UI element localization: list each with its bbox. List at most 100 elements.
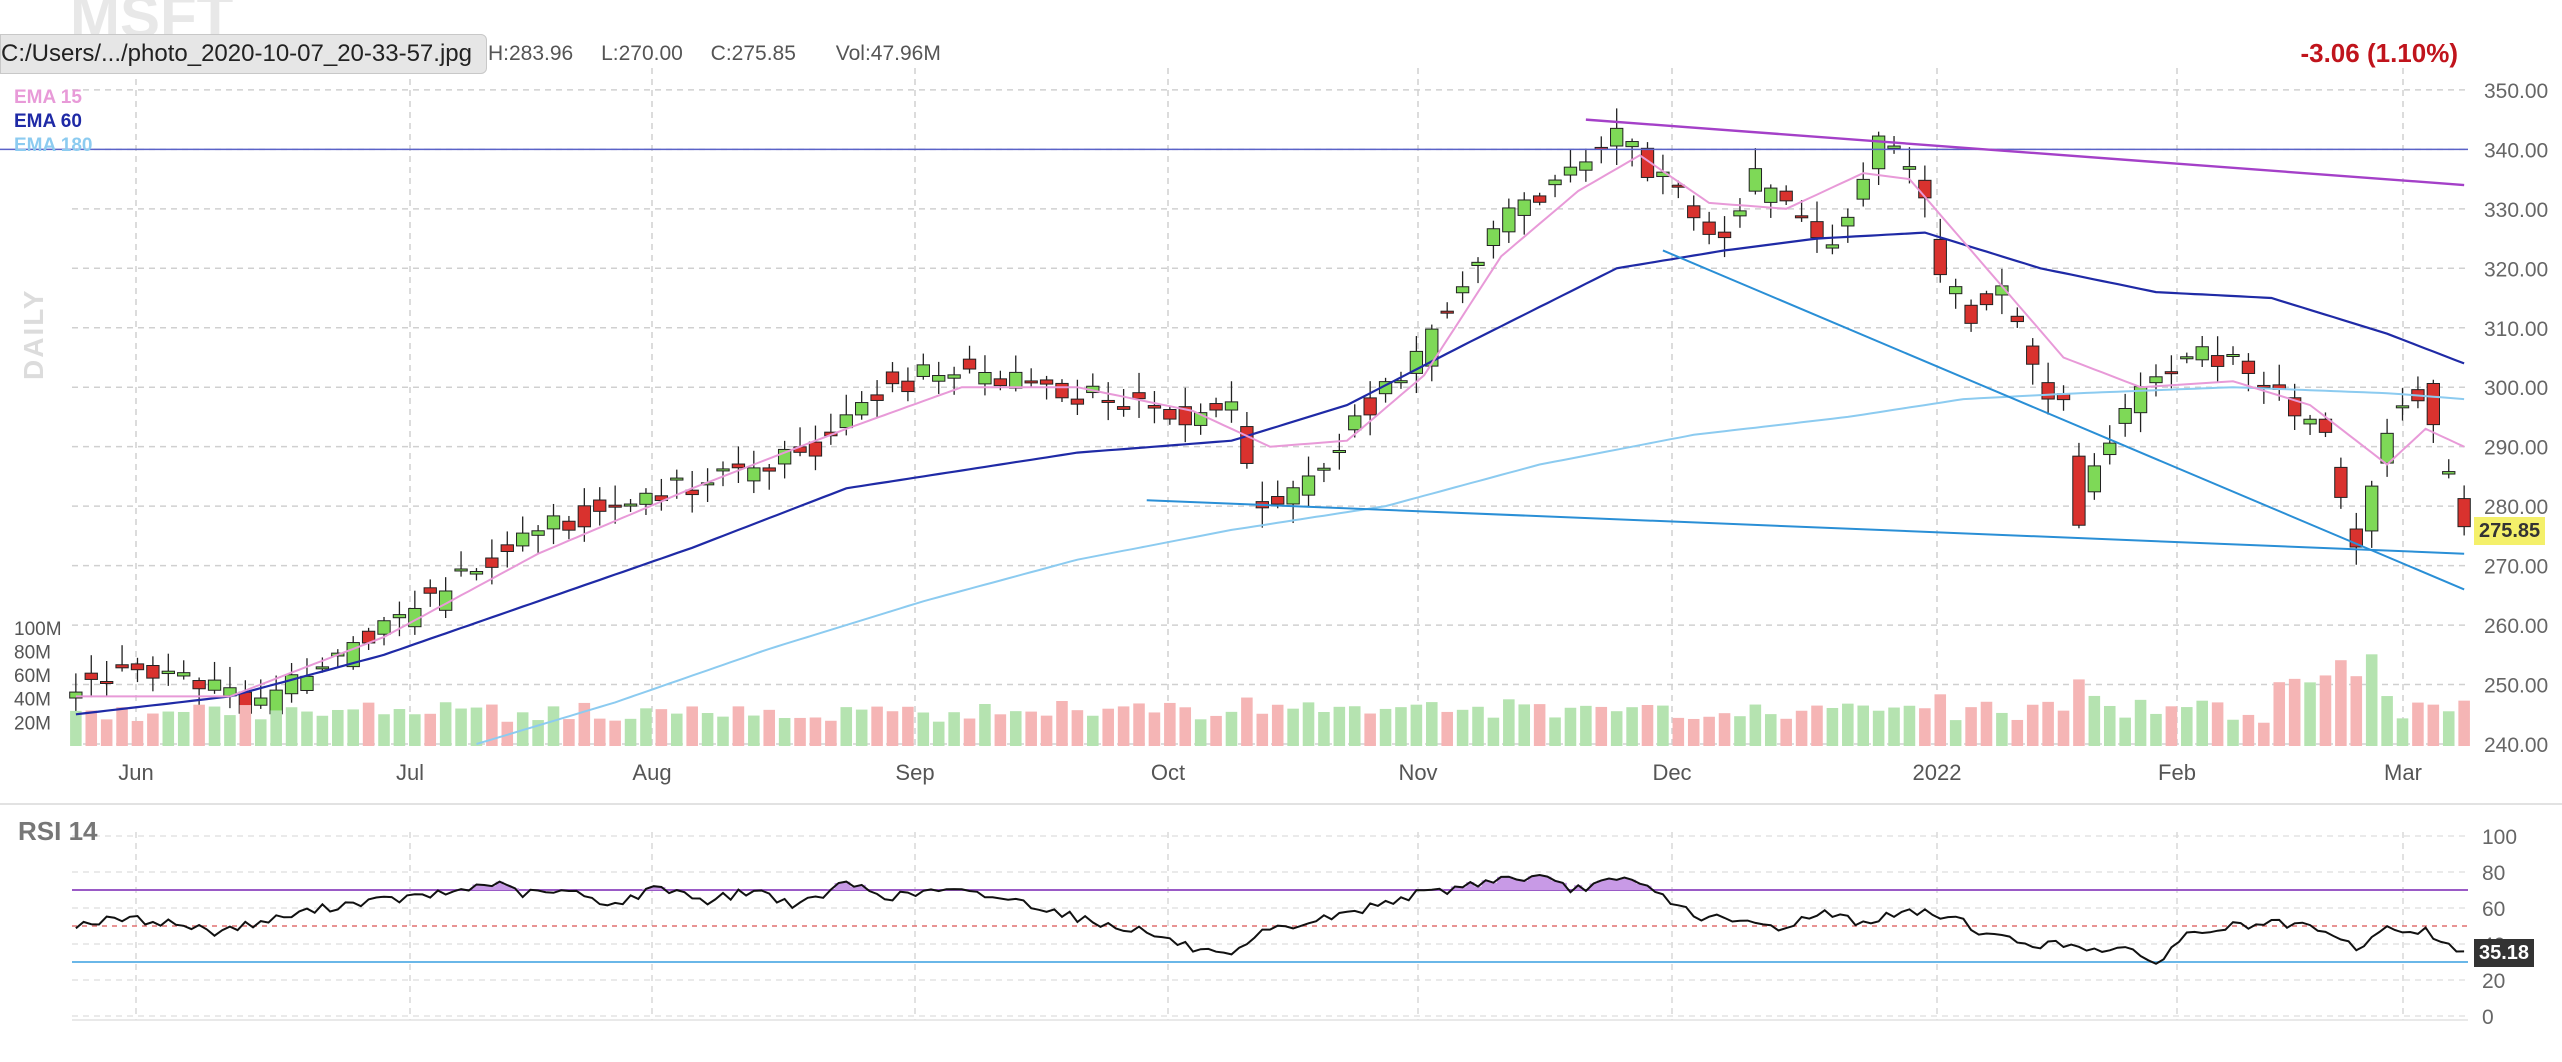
volume-bar (1025, 711, 1037, 746)
candle-body (962, 358, 977, 370)
candle-body (1132, 392, 1146, 400)
volume-bar (439, 702, 452, 746)
volume-bar (2011, 719, 2024, 746)
last-price-badge: 275.85 (2474, 516, 2546, 545)
month-label: Dec (1652, 760, 1691, 785)
candle-body (2241, 360, 2256, 374)
volume-bar (1040, 715, 1053, 746)
volume-bar (2412, 702, 2424, 746)
volume-bar (378, 714, 390, 746)
volume-bar (2181, 707, 2193, 746)
volume-bar (1117, 706, 1130, 746)
volume-bar (2242, 714, 2255, 746)
candle-body (1856, 178, 1870, 200)
price-tick-label: 290.00 (2484, 437, 2548, 460)
volume-bar (2258, 722, 2270, 746)
volume-bar (208, 706, 221, 746)
volume-bar (886, 711, 899, 746)
candle-body (1301, 475, 1316, 496)
volume-bar (193, 704, 205, 746)
candle-body (100, 680, 114, 684)
volume-bar (1194, 719, 1207, 746)
candle-body (1733, 210, 1747, 217)
candle-body (2118, 408, 2132, 424)
volume-bar (1842, 703, 1854, 746)
volume-bar (1764, 714, 1777, 746)
volume-bar (640, 708, 652, 746)
candle-body (1039, 379, 1054, 385)
candle-body (377, 620, 391, 635)
candle-body (2210, 355, 2225, 367)
volume-bar (609, 720, 621, 746)
candle-body (993, 378, 1008, 387)
rsi-tick-label: 20 (2482, 970, 2505, 993)
candle-body (1286, 487, 1300, 505)
candle-body (1517, 199, 1531, 216)
candle-body (762, 467, 776, 472)
candle-body (207, 679, 222, 691)
last-rsi-badge: 35.18 (2474, 938, 2535, 967)
candle-body (1902, 166, 1917, 170)
candle-body (2303, 418, 2317, 425)
candle-body (2087, 465, 2102, 493)
volume-bar (917, 712, 930, 746)
volume-bar (1718, 713, 1731, 746)
price-tick-label: 240.00 (2484, 734, 2548, 757)
candle-body (2041, 382, 2055, 400)
volume-bar (285, 707, 298, 746)
volume-bar (1811, 705, 1823, 746)
volume-bar (270, 710, 282, 746)
candle-body (177, 672, 191, 677)
candle-body (978, 371, 992, 385)
volume-bar (1364, 713, 1376, 746)
candle-body (1949, 286, 1963, 295)
volume-bar (1164, 702, 1176, 746)
candle-body (577, 505, 591, 528)
volume-bar (470, 707, 483, 746)
volume-bar (1148, 712, 1161, 746)
volume-bar (563, 719, 575, 746)
candle-body (423, 587, 437, 594)
candle-body (1317, 467, 1331, 471)
price-tick-label: 260.00 (2484, 615, 2548, 638)
volume-bar (948, 712, 960, 746)
volume-bar (1965, 707, 1977, 746)
candle-body (500, 544, 514, 552)
rsi-tick-label: 100 (2482, 826, 2517, 849)
support-trendline (1146, 499, 2465, 555)
candle-body (947, 374, 961, 379)
volume-bar (254, 719, 267, 746)
volume-bar (1333, 706, 1346, 746)
volume-bar (2057, 710, 2070, 746)
volume-bar (1441, 711, 1453, 746)
legend-ema180: EMA 180 (14, 135, 93, 156)
candle-body (2395, 405, 2410, 409)
month-label: Aug (632, 760, 671, 785)
candle-body (1147, 405, 1162, 409)
volume-bar (147, 713, 159, 746)
volume-bar (85, 710, 98, 746)
rsi-title: RSI 14 (18, 816, 98, 846)
volume-bar (2381, 696, 2393, 746)
candle-body (716, 468, 730, 472)
candle-body (1887, 145, 1901, 149)
rsi-line (75, 873, 2465, 965)
volume-bar (332, 709, 344, 746)
candle-body (454, 568, 468, 572)
volume-bar (409, 714, 421, 746)
volume-bar (1087, 715, 1099, 746)
candle-body (1363, 397, 1377, 416)
volume-bar (2026, 704, 2039, 746)
volume-value: Vol:47.96M (835, 42, 941, 65)
ema-legend: EMA 15 EMA 60 EMA 180 (14, 86, 93, 158)
price-tick-label: 280.00 (2484, 496, 2548, 519)
volume-bar (1302, 702, 1315, 746)
volume-bar (1256, 713, 1269, 746)
volume-bar (902, 706, 914, 746)
volume-bar (2088, 695, 2101, 746)
candle-body (901, 380, 915, 393)
candle-body (1702, 221, 1716, 235)
volume-bar (301, 711, 313, 746)
candle-body (1024, 380, 1038, 384)
